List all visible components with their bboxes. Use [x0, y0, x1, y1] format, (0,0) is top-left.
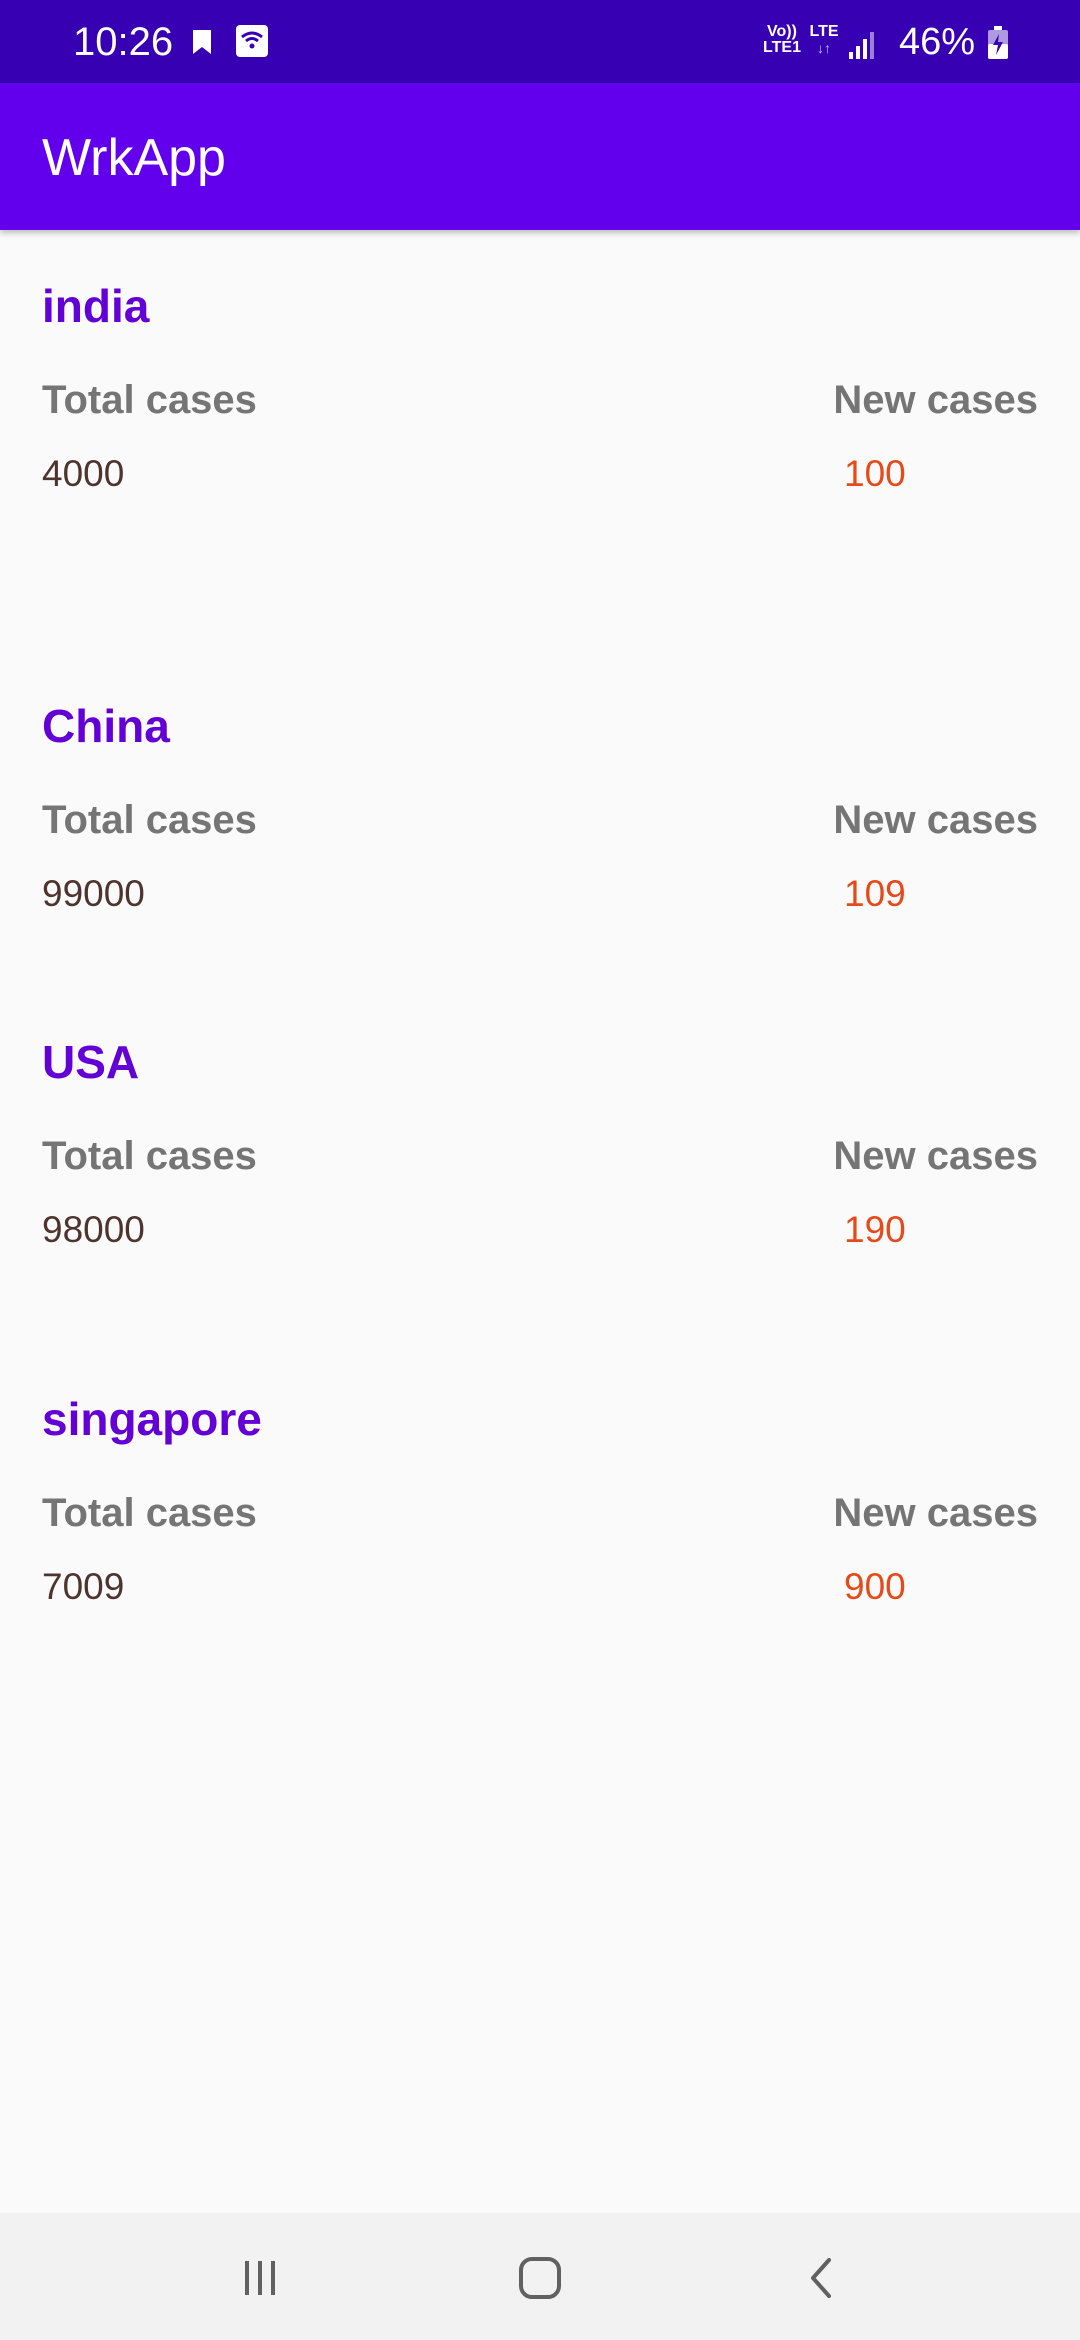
recent-apps-icon[interactable] — [225, 2243, 295, 2313]
app-title: WrkApp — [42, 129, 226, 187]
bookmark-icon — [188, 28, 216, 61]
volte-indicator: Vo)) LTE1 — [762, 24, 802, 56]
total-cases-value: 98000 — [42, 1209, 145, 1250]
new-cases-value: 900 — [844, 1566, 906, 1607]
new-cases-value: 190 — [844, 1209, 906, 1250]
new-cases-label: New cases — [833, 1491, 1038, 1535]
total-cases-label: Total cases — [42, 378, 257, 422]
total-cases-value: 99000 — [42, 873, 145, 914]
country-card[interactable]: USA Total cases New cases 98000 190 — [0, 1034, 1080, 1294]
country-card[interactable]: singapore Total cases New cases 7009 900 — [0, 1391, 1080, 1651]
data-arrows-icon: ↓↑ — [817, 40, 831, 56]
country-name: singapore — [42, 1393, 262, 1445]
lte-text: LTE — [809, 23, 839, 40]
status-bar: 10:26 Vo)) LTE1 LTE ↓↑ 46% — [0, 0, 1080, 83]
country-name: China — [42, 700, 170, 752]
battery-charging-icon — [987, 26, 1009, 65]
back-icon[interactable] — [788, 2243, 858, 2313]
new-cases-label: New cases — [833, 378, 1038, 422]
new-cases-value: 109 — [844, 873, 906, 914]
new-cases-label: New cases — [833, 1134, 1038, 1178]
country-name: USA — [42, 1036, 140, 1088]
new-cases-label: New cases — [833, 798, 1038, 842]
total-cases-label: Total cases — [42, 1491, 257, 1535]
country-card[interactable]: China Total cases New cases 99000 109 — [0, 698, 1080, 958]
volte-bottom-text: LTE1 — [763, 39, 801, 56]
total-cases-label: Total cases — [42, 1134, 257, 1178]
country-name: india — [42, 280, 150, 332]
navigation-bar — [0, 2213, 1080, 2340]
total-cases-value: 4000 — [42, 453, 125, 494]
home-icon[interactable] — [505, 2243, 575, 2313]
status-time: 10:26 — [73, 20, 174, 64]
total-cases-label: Total cases — [42, 798, 257, 842]
total-cases-value: 7009 — [42, 1566, 125, 1607]
new-cases-value: 100 — [844, 453, 906, 494]
app-bar: WrkApp — [0, 83, 1080, 230]
battery-percent: 46% — [899, 21, 976, 63]
country-card[interactable]: india Total cases New cases 4000 100 — [0, 278, 1080, 538]
lte-indicator: LTE ↓↑ — [806, 23, 842, 57]
signal-icon — [848, 30, 878, 65]
wifi-calling-icon — [235, 24, 269, 63]
volte-top-text: Vo)) — [767, 23, 797, 40]
